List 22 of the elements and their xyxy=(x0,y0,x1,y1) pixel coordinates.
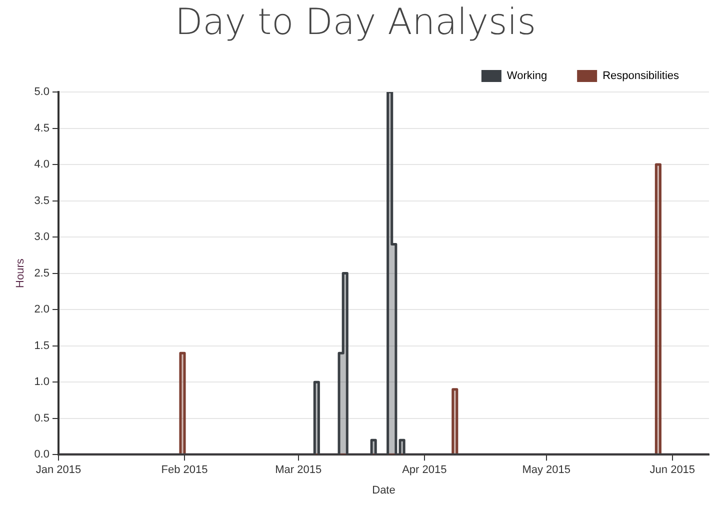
y-tick-label: 4.5 xyxy=(34,122,50,134)
x-tick-label: May 2015 xyxy=(522,464,571,476)
y-tick-label: 0.0 xyxy=(34,448,50,461)
y-tick-label: 3.5 xyxy=(34,194,50,207)
y-tick-label: 4.0 xyxy=(34,158,50,171)
x-tick-label: Mar 2015 xyxy=(275,464,322,476)
y-tick-label: 2.5 xyxy=(34,267,50,280)
x-axis-title: Date xyxy=(372,484,396,496)
y-axis-title: Hours xyxy=(14,258,27,288)
x-tick-label: Jun 2015 xyxy=(650,464,696,476)
y-tick-label: 3.0 xyxy=(34,231,50,244)
x-tick-label: Apr 2015 xyxy=(402,464,447,476)
y-tick-label: 1.0 xyxy=(34,376,50,388)
legend-label: Responsibilities xyxy=(602,70,680,82)
y-tick-label: 1.5 xyxy=(34,340,50,352)
x-tick-label: Jan 2015 xyxy=(36,464,82,476)
chart-title: Day to Day Analysis xyxy=(174,2,537,43)
y-tick-label: 0.5 xyxy=(34,412,50,424)
legend-label: Working xyxy=(506,70,548,82)
x-tick-label: Feb 2015 xyxy=(161,464,208,476)
y-tick-label: 5.0 xyxy=(34,86,50,98)
y-tick-label: 2.0 xyxy=(34,304,50,316)
